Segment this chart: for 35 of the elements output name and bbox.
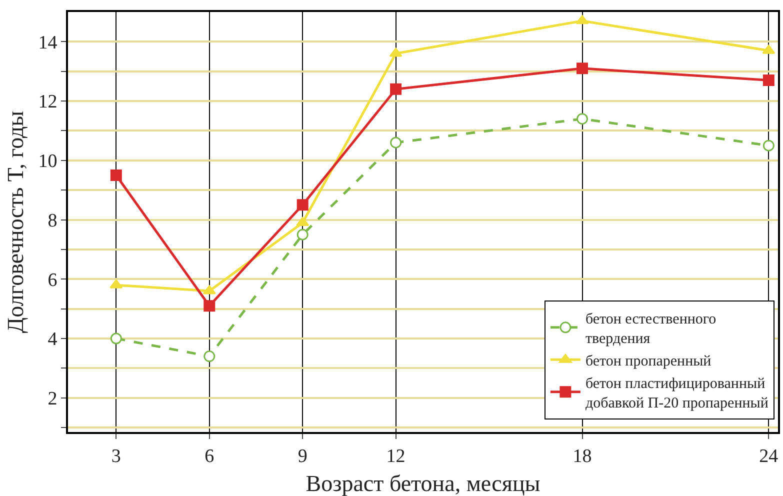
x-tick-label: 24 <box>759 446 779 467</box>
legend-label: бетон пропаренный <box>585 354 712 370</box>
y-axis-title: Долговечность T, годы <box>3 110 28 334</box>
y-tick-label: 12 <box>38 92 58 113</box>
x-tick-label: 3 <box>111 446 121 467</box>
point <box>296 216 310 226</box>
y-tick-label: 4 <box>48 329 58 350</box>
point <box>204 300 216 312</box>
point <box>110 332 122 344</box>
point <box>296 228 308 240</box>
point <box>110 170 122 181</box>
x-axis-title: Возраст бетона, месяцы <box>306 471 540 496</box>
point <box>204 350 216 362</box>
point <box>389 48 402 57</box>
point <box>576 113 588 125</box>
y-tick-label: 10 <box>38 151 58 172</box>
y-tick-label: 6 <box>48 270 58 291</box>
x-tick-label: 18 <box>572 446 592 467</box>
point <box>296 199 308 211</box>
point <box>762 74 774 86</box>
point <box>390 83 402 95</box>
point <box>762 140 774 152</box>
point <box>110 279 123 288</box>
y-tick-label: 14 <box>38 32 58 54</box>
y-tick-label: 8 <box>48 210 58 232</box>
x-tick-label: 9 <box>298 446 308 467</box>
x-tick-label: 6 <box>204 446 214 467</box>
point <box>762 44 776 54</box>
y-tick-label: 2 <box>48 388 58 410</box>
point <box>202 285 216 294</box>
legend-label: бетон пластифицированный добавкой П-20 пропаренный <box>585 376 768 412</box>
point <box>390 136 402 148</box>
point <box>576 62 588 74</box>
point <box>576 15 589 24</box>
x-tick-label: 12 <box>386 446 406 467</box>
